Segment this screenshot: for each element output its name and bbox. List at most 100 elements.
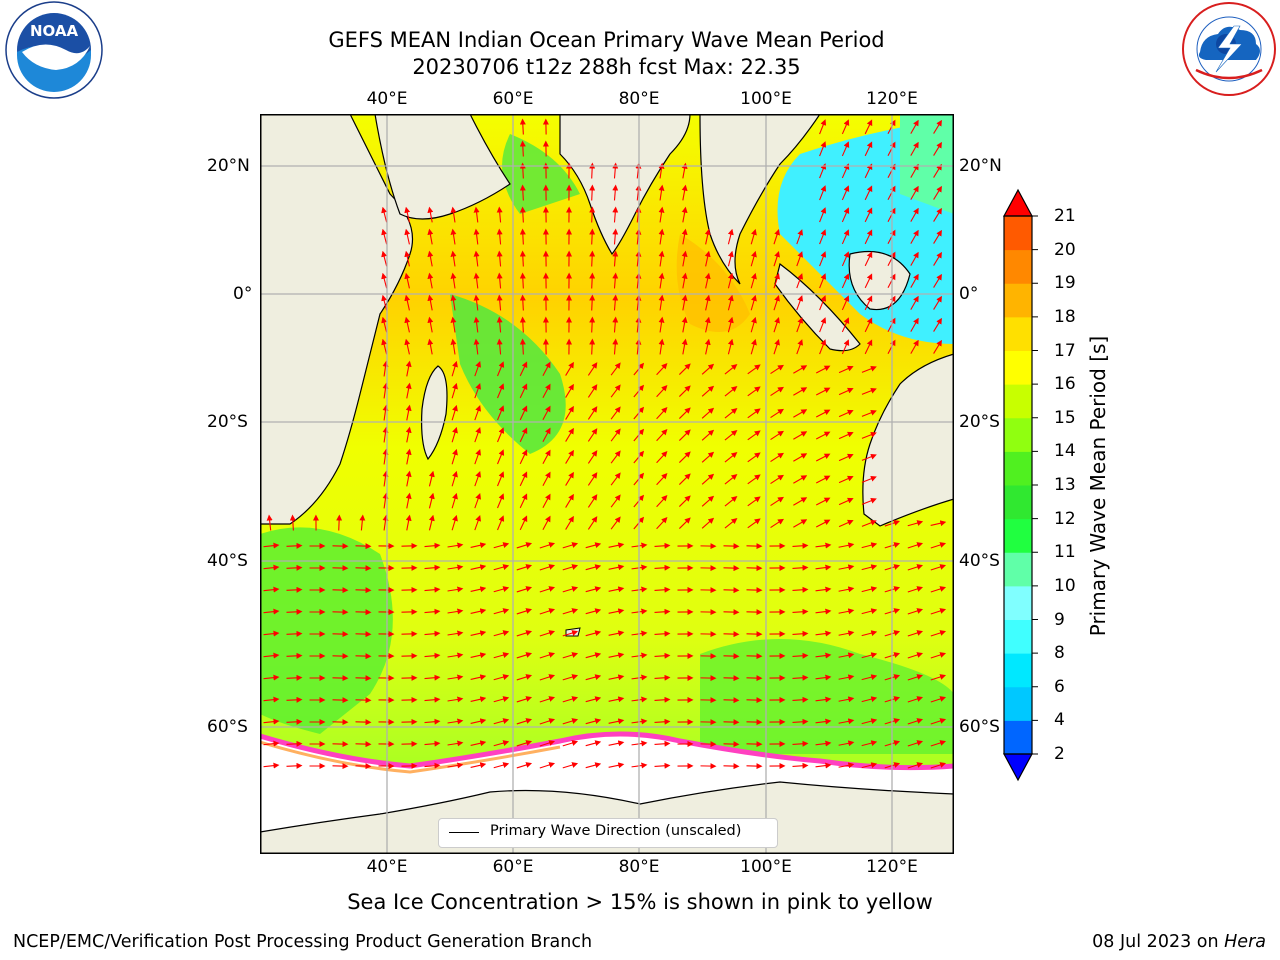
wave-arrow (516, 652, 533, 659)
wave-arrow (612, 206, 619, 223)
wave-arrow (516, 762, 533, 769)
wave-arrow (473, 250, 480, 267)
wave-arrow (815, 674, 832, 681)
wave-arrow (382, 492, 389, 509)
wave-arrow (585, 762, 602, 769)
wave-arrow (773, 316, 780, 333)
colorbar-tick-label: 10 (1054, 575, 1076, 596)
wave-arrow (404, 272, 411, 289)
wave-arrow (861, 453, 877, 461)
wave-arrow (565, 471, 574, 486)
wave-arrow (589, 338, 596, 355)
wave-arrow (704, 294, 711, 311)
wave-arrow (633, 494, 645, 508)
wave-arrow (539, 586, 556, 593)
footer-credit: NCEP/EMC/Verification Post Processing Pr… (13, 932, 593, 952)
wave-arrow (861, 630, 878, 637)
colorbar (1000, 186, 1040, 784)
wave-arrow (750, 272, 757, 289)
graticule (260, 114, 954, 854)
wave-arrow (286, 608, 303, 615)
wave-arrow (933, 119, 942, 134)
wave-arrow (286, 630, 303, 637)
wave-arrow (633, 516, 645, 530)
wave-arrow (887, 317, 896, 333)
wave-arrow (286, 542, 303, 549)
colorbar-segment (1004, 619, 1032, 654)
wave-arrow (542, 493, 551, 508)
wave-arrow (447, 564, 464, 571)
wave-arrow (263, 652, 280, 659)
lat-label-right-20n: 20°N (959, 156, 1002, 176)
wave-arrow (838, 586, 855, 593)
lon-label-top-60e: 60°E (492, 89, 534, 109)
wave-arrow (382, 514, 389, 531)
wave-arrow (838, 674, 855, 681)
wave-arrow (473, 338, 480, 355)
wave-arrow (263, 608, 280, 615)
wave-arrow (819, 317, 827, 333)
colorbar-tick-label: 4 (1054, 710, 1065, 731)
wave-arrow (727, 228, 734, 245)
wave-arrow (470, 674, 487, 681)
wave-arrow (585, 564, 602, 571)
wave-arrow (656, 385, 668, 398)
wave-arrow (861, 674, 878, 681)
wave-arrow (770, 496, 784, 507)
wave-arrow (815, 387, 831, 396)
wave-arrow (884, 696, 901, 703)
wave-arrow (907, 630, 924, 637)
wave-arrow (770, 364, 784, 375)
green-region-central (450, 294, 566, 454)
wave-arrow (447, 696, 464, 703)
wave-arrow (819, 295, 827, 311)
wave-arrow (819, 273, 827, 289)
wave-arrow (815, 762, 832, 769)
wave-arrow (562, 608, 579, 615)
wave-arrow (585, 608, 602, 615)
map-panel (259, 113, 955, 855)
colorbar-segment (1004, 585, 1032, 620)
wave-arrow (497, 493, 505, 509)
wave-arrow (447, 740, 464, 747)
wave-arrow (359, 514, 366, 531)
wave-arrow (678, 363, 691, 375)
wave-arrow (608, 586, 625, 593)
wave-arrow (654, 564, 671, 571)
wave-arrow (381, 228, 388, 245)
wave-arrow (796, 273, 804, 289)
wave-arrow (519, 361, 528, 377)
wave-arrow (887, 229, 896, 245)
wave-arrow (838, 497, 854, 506)
sea-ice-fringe (259, 740, 561, 774)
wave-arrow (747, 364, 761, 375)
wave-arrow (796, 317, 804, 333)
wave-arrow (654, 652, 671, 659)
wave-arrow (819, 339, 827, 355)
wave-arrow (542, 471, 551, 486)
colorbar-segment (1004, 249, 1032, 284)
wave-arrow (815, 453, 831, 462)
wave-arrow (519, 162, 526, 179)
wave-arrow (263, 586, 280, 593)
wave-arrow (678, 407, 691, 419)
wave-arrow (681, 294, 688, 311)
wave-arrow (263, 740, 280, 747)
wave-arrow (747, 452, 761, 463)
wave-arrow (404, 206, 411, 223)
wave-arrow (608, 762, 625, 769)
wave-arrow (681, 338, 688, 355)
wave-arrow (770, 408, 784, 419)
land-india (559, 113, 691, 256)
wave-arrow (838, 431, 854, 440)
wave-arrow (907, 520, 924, 527)
wave-arrow (792, 630, 809, 637)
wave-arrow (838, 740, 855, 747)
wave-arrow (585, 542, 602, 549)
wave-arrow (610, 450, 621, 464)
wave-arrow (474, 405, 482, 421)
wave-arrow (608, 608, 625, 615)
wave-arrow (474, 449, 482, 465)
wave-arrow (428, 514, 435, 531)
wave-arrow (608, 542, 625, 549)
